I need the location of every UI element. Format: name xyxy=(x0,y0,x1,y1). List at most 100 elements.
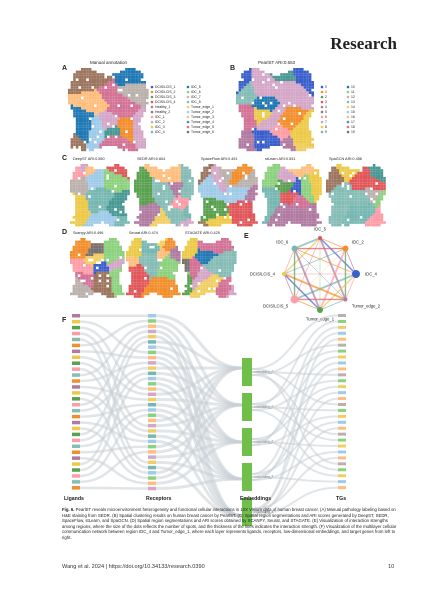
spot xyxy=(93,258,96,262)
legend-dot xyxy=(346,125,350,129)
spot xyxy=(293,91,296,94)
spot xyxy=(264,96,268,100)
spot xyxy=(170,266,173,270)
spot xyxy=(231,208,235,211)
spot xyxy=(203,210,206,214)
spot xyxy=(68,99,71,102)
spot xyxy=(103,253,107,257)
spot xyxy=(249,143,252,146)
spot xyxy=(272,192,275,196)
spot xyxy=(208,256,211,259)
spot xyxy=(311,177,314,180)
spot xyxy=(367,205,371,209)
spot xyxy=(359,184,363,188)
spot xyxy=(96,264,99,267)
spot xyxy=(117,143,120,146)
spot xyxy=(303,125,307,128)
spot xyxy=(314,216,317,219)
spot xyxy=(295,179,299,183)
spot xyxy=(293,148,296,152)
spot xyxy=(301,104,304,107)
spot xyxy=(216,169,219,172)
legend-dot xyxy=(186,110,190,114)
spot xyxy=(160,187,163,190)
spot xyxy=(239,169,243,172)
spot xyxy=(139,179,142,183)
spot xyxy=(127,127,131,131)
spot xyxy=(101,197,104,201)
spot xyxy=(130,112,133,115)
spot xyxy=(106,169,109,172)
spot xyxy=(295,216,299,219)
spot xyxy=(130,122,133,126)
spot xyxy=(140,143,144,146)
spot xyxy=(96,78,100,81)
spot xyxy=(135,114,139,118)
spot xyxy=(83,146,87,149)
spot xyxy=(241,135,244,139)
spot xyxy=(128,261,132,264)
spot xyxy=(88,104,92,107)
spot xyxy=(187,240,190,244)
spot xyxy=(331,210,334,214)
spot xyxy=(183,200,186,203)
spot xyxy=(198,182,201,185)
spot xyxy=(165,216,168,219)
spot xyxy=(130,81,133,84)
spot xyxy=(272,75,275,79)
spot xyxy=(288,99,291,102)
spot xyxy=(211,182,214,185)
spot xyxy=(280,133,283,136)
spot xyxy=(149,187,153,190)
spot xyxy=(119,261,122,264)
spot xyxy=(205,216,209,219)
spot xyxy=(275,192,278,196)
spot xyxy=(136,261,139,264)
spot xyxy=(237,184,240,188)
spot xyxy=(275,104,278,107)
spot xyxy=(170,208,173,211)
spot xyxy=(81,104,84,107)
spot xyxy=(175,269,178,272)
spot xyxy=(285,109,288,113)
spot xyxy=(256,125,260,128)
spot xyxy=(203,192,206,196)
spot xyxy=(120,133,123,136)
spot xyxy=(200,258,203,262)
spot xyxy=(144,279,147,283)
spot xyxy=(83,277,86,280)
spot xyxy=(357,182,360,185)
spot xyxy=(111,213,115,216)
spot xyxy=(72,171,76,175)
spot xyxy=(208,221,211,224)
spot xyxy=(226,266,229,270)
spot xyxy=(272,197,275,201)
spot xyxy=(91,146,94,149)
spot xyxy=(186,179,189,183)
spot xyxy=(131,248,134,251)
spot xyxy=(114,258,117,262)
spot xyxy=(186,192,189,196)
spot xyxy=(111,264,115,267)
spot xyxy=(249,68,252,71)
spot xyxy=(282,109,286,113)
label: DCIS/LCIS_2 xyxy=(155,90,175,94)
spot xyxy=(290,218,294,222)
spot xyxy=(133,251,137,254)
spot xyxy=(221,169,224,172)
spot xyxy=(216,171,219,175)
spot xyxy=(94,81,97,84)
spot xyxy=(314,223,317,227)
spot xyxy=(285,208,288,211)
spot xyxy=(80,295,83,298)
spot xyxy=(154,200,158,203)
spot xyxy=(90,195,94,198)
spot xyxy=(116,169,120,172)
spot xyxy=(295,182,299,185)
spot xyxy=(130,91,133,94)
spot xyxy=(180,169,184,172)
spot xyxy=(128,266,132,270)
spot xyxy=(149,182,153,185)
spot xyxy=(277,133,281,136)
spot xyxy=(165,290,168,293)
